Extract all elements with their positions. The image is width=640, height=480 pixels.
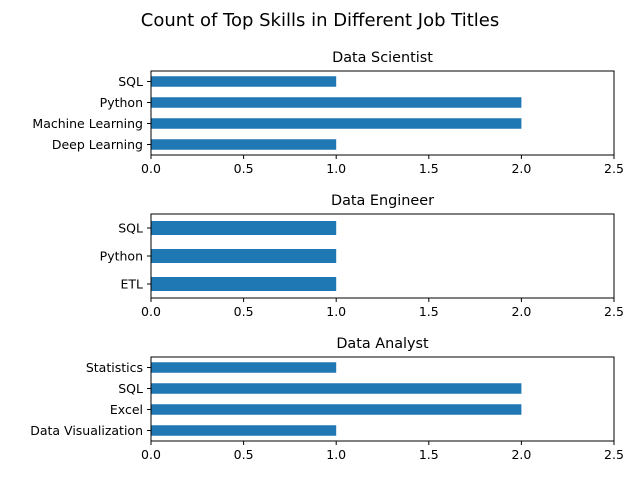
- y-tick-label-etl: ETL: [121, 277, 144, 292]
- y-tick-label-python: Python: [100, 249, 143, 264]
- x-tick-label: 1.0: [326, 447, 346, 462]
- y-tick-label-sql: SQL: [118, 74, 143, 89]
- bar-deep-learning: [151, 139, 337, 150]
- x-tick-label: 2.5: [604, 304, 624, 319]
- bar-python: [151, 97, 522, 108]
- axes-frame: [150, 356, 615, 442]
- axes-frame: [150, 213, 615, 299]
- y-tick-label-deep-learning: Deep Learning: [52, 137, 143, 152]
- bar-statistics: [151, 362, 337, 373]
- x-tick-label: 1.5: [419, 447, 439, 462]
- x-tick-label: 2.0: [511, 161, 531, 176]
- x-tick-label: 1.0: [326, 161, 346, 176]
- bar-sql: [151, 383, 522, 394]
- x-tick-label: 0.5: [234, 447, 254, 462]
- x-tick-label: 0.5: [234, 304, 254, 319]
- x-tick-label: 2.0: [511, 304, 531, 319]
- bar-machine-learning: [151, 118, 522, 129]
- x-tick-label: 2.5: [604, 161, 624, 176]
- panel-data-analyst: Statistics SQL Excel Data Visualization 0.0 0…: [30, 336, 624, 462]
- y-tick-label-python: Python: [100, 95, 143, 110]
- panel-data-scientist: SQL Python Machine Learning Deep Learning 0.…: [32, 50, 624, 176]
- bar-excel: [151, 404, 522, 415]
- y-tick-label-sql: SQL: [118, 381, 143, 396]
- bar-data-visualization: [151, 425, 337, 436]
- x-tick-label: 0.5: [234, 161, 254, 176]
- x-tick-label: 2.5: [604, 447, 624, 462]
- x-tick-label: 1.0: [326, 304, 346, 319]
- x-tick-label: 1.5: [419, 161, 439, 176]
- y-tick-label-data-visualization: Data Visualization: [30, 423, 143, 438]
- x-tick-label: 0.0: [141, 447, 161, 462]
- y-tick-label-statistics: Statistics: [86, 360, 143, 375]
- x-tick-label: 0.0: [141, 304, 161, 319]
- x-tick-label: 1.5: [419, 304, 439, 319]
- bar-python: [151, 249, 337, 263]
- y-tick-label-machine-learning: Machine Learning: [32, 116, 143, 131]
- bar-sql: [151, 76, 337, 87]
- bar-etl: [151, 277, 337, 291]
- y-tick-label-excel: Excel: [110, 402, 143, 417]
- subplot-title-data-analyst: Data Analyst: [336, 336, 429, 352]
- x-tick-label: 0.0: [141, 161, 161, 176]
- subplot-title-data-scientist: Data Scientist: [332, 50, 433, 66]
- axes-frame: [150, 70, 615, 156]
- figure-title: Count of Top Skills in Different Job Tit…: [141, 10, 499, 31]
- y-tick-label-sql: SQL: [118, 221, 143, 236]
- subplot-title-data-engineer: Data Engineer: [331, 193, 434, 209]
- panel-data-engineer: SQL Python ETL 0.0 0.5 1.0 1.5 2.0 2.5 Data Engin…: [100, 193, 624, 319]
- x-tick-label: 2.0: [511, 447, 531, 462]
- bar-sql: [151, 221, 337, 235]
